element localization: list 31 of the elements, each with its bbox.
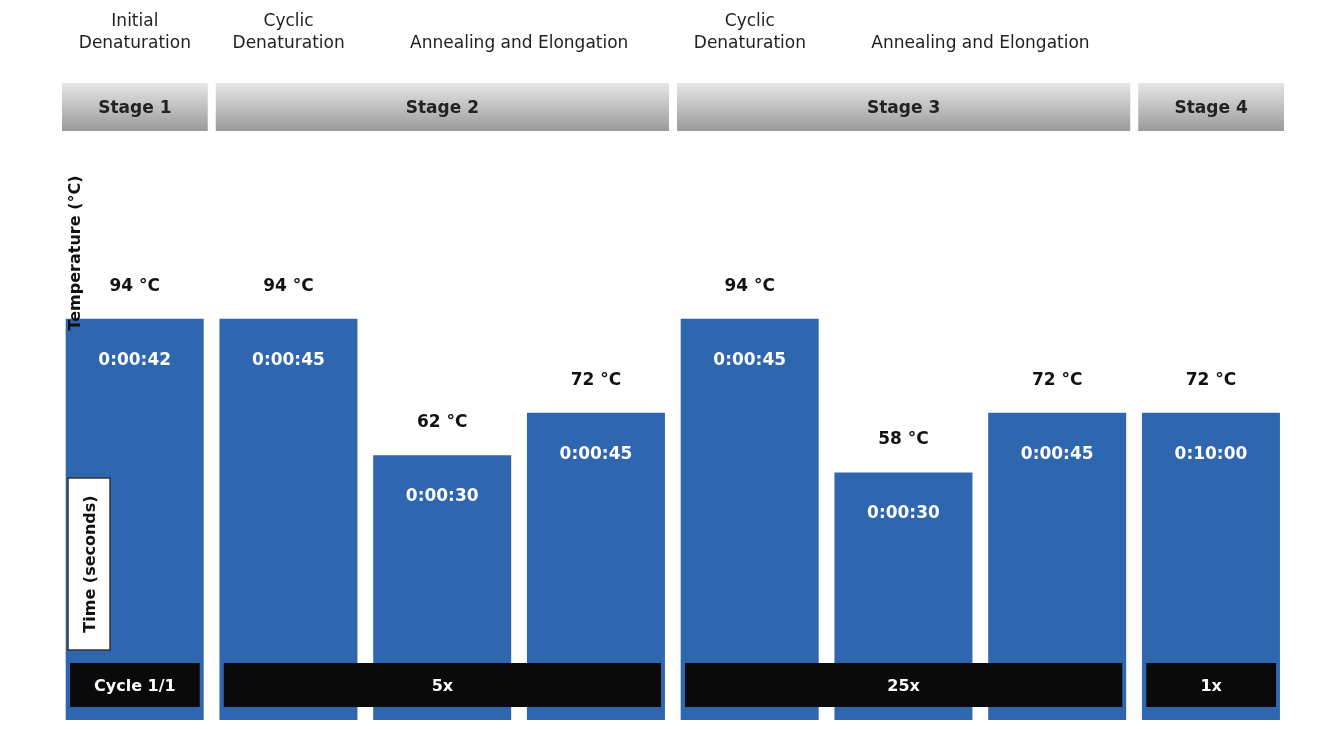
annotation: 0:00:45 (252, 348, 325, 369)
y-axis-title: Temperature (°C) (65, 175, 84, 331)
text: Stage 2 (405, 97, 480, 117)
data-label: 58 °C (878, 428, 929, 449)
x-tick-label: Annealing and Elongation (871, 32, 1090, 52)
data-label: 72 °C (1185, 368, 1237, 389)
annotation: 1x (1200, 676, 1223, 695)
annotation: Time (seconds) (80, 495, 99, 633)
annotation: 5x (431, 676, 454, 695)
annotation: 0:00:30 (867, 502, 940, 523)
text: Stage 4 (1174, 97, 1248, 117)
data-label: 94 °C (724, 274, 775, 295)
annotation: 0:10:00 (1174, 442, 1248, 463)
annotation: 25x (887, 676, 921, 695)
text: Stage 3 (866, 97, 941, 117)
text: Stage 1 (98, 97, 172, 117)
x-tick-label: Cyclic Denaturation (693, 10, 806, 52)
x-tick-label: Cyclic Denaturation (232, 10, 345, 52)
annotation: 0:00:45 (713, 348, 787, 369)
annotation: 0:00:45 (559, 442, 633, 463)
data-label: 72 °C (1031, 368, 1083, 389)
x-tick-label: Annealing and Elongation (410, 32, 629, 52)
annotation: 0:00:42 (98, 348, 172, 369)
data-label: 94 °C (109, 274, 160, 295)
data-label: 72 °C (570, 368, 622, 389)
data-label: 62 °C (416, 411, 468, 432)
x-tick-label: Initial Denaturation (78, 10, 191, 52)
data-label: 94 °C (263, 274, 314, 295)
annotation: 0:00:30 (405, 485, 479, 506)
annotation: Cycle 1/1 (94, 676, 176, 695)
annotation: 0:00:45 (1020, 442, 1094, 463)
